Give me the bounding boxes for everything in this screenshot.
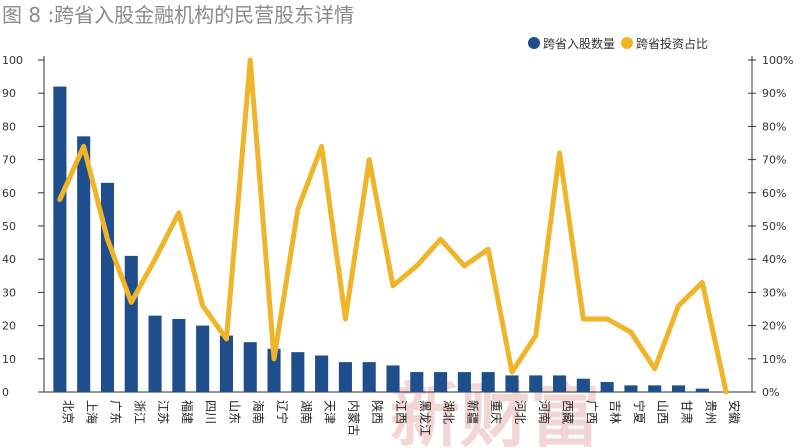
left-tick-label: 30 [2, 286, 16, 299]
category-label: 重庆 [489, 400, 503, 424]
bar-江西 [386, 365, 400, 392]
category-label: 黑龙江 [418, 400, 432, 436]
bar-贵州 [695, 388, 709, 392]
bar-西藏 [553, 375, 567, 392]
chart-title: 图 8 :跨省入股金融机构的民营股东详情 [2, 3, 355, 27]
bar-广西 [576, 378, 590, 392]
bar-内蒙古 [338, 362, 352, 392]
bar-黑龙江 [410, 372, 424, 392]
right-tick-label: 50% [762, 220, 786, 233]
bar-海南 [243, 342, 257, 392]
bar-河南 [529, 375, 543, 392]
bar-北京 [53, 86, 67, 392]
category-label: 山西 [656, 400, 670, 424]
category-label: 北京 [61, 400, 75, 424]
right-tick-label: 80% [762, 120, 786, 133]
bar-山西 [648, 385, 662, 392]
bar-四川 [196, 325, 210, 392]
left-tick-label: 100 [2, 54, 23, 67]
bar-宁夏 [624, 385, 638, 392]
right-tick-label: 60% [762, 187, 786, 200]
category-label: 四川 [204, 400, 218, 424]
right-tick-label: 70% [762, 154, 786, 167]
left-tick-label: 60 [2, 187, 16, 200]
legend-swatch-share [621, 37, 634, 49]
category-label: 天津 [323, 400, 337, 424]
bar-陕西 [362, 362, 376, 392]
category-label: 山东 [227, 400, 241, 424]
category-label: 内蒙古 [346, 400, 361, 436]
right-tick-label: 30% [762, 286, 786, 299]
category-label: 河北 [513, 400, 527, 424]
bar-河北 [505, 375, 519, 392]
category-label: 贵州 [703, 400, 717, 424]
bar-浙江 [124, 255, 138, 392]
category-label: 湖南 [299, 400, 314, 424]
bar-江苏 [148, 315, 162, 392]
category-label: 安徽 [727, 400, 742, 424]
right-tick-label: 0% [762, 386, 779, 399]
category-label: 甘肃 [680, 400, 694, 424]
bar-天津 [315, 355, 329, 392]
left-tick-label: 70 [2, 154, 16, 167]
right-axis: 0% 10% 20% 30% 40% 50% 60% 70% 80% 90% 100% [748, 54, 793, 399]
legend-item-count: 跨省入股数量 [528, 35, 615, 52]
category-label: 海南 [251, 400, 266, 424]
bar-福建 [172, 318, 186, 392]
category-labels: 北京 上海 广东 浙江 江苏 福建 四川 山东 海南 辽宁 湖南 天津 内蒙古 陕西 江西 黑龙江 湖北 新疆 重庆… [61, 400, 742, 436]
left-axis: 0 10 20 30 40 50 60 70 80 90 100 [2, 54, 45, 399]
category-label: 宁夏 [632, 400, 647, 424]
left-tick-label: 40 [2, 253, 16, 266]
bar-山东 [219, 335, 233, 392]
left-tick-label: 50 [2, 220, 16, 233]
category-label: 吉林 [608, 400, 622, 424]
bar-series [53, 86, 709, 392]
category-label: 陕西 [370, 400, 385, 424]
category-label: 新疆 [465, 400, 480, 424]
category-label: 浙江 [132, 400, 146, 424]
bar-吉林 [600, 382, 614, 392]
category-label: 上海 [85, 400, 100, 424]
bar-甘肃 [671, 385, 686, 392]
category-label: 辽宁 [275, 400, 290, 424]
left-tick-label: 20 [2, 320, 16, 333]
right-tick-label: 20% [762, 320, 786, 333]
legend-label-count: 跨省入股数量 [543, 36, 616, 51]
right-tick-label: 10% [762, 353, 786, 366]
legend: 跨省入股数量 跨省投资占比 [528, 34, 714, 52]
category-label: 福建 [180, 400, 195, 424]
right-tick-label: 100% [762, 54, 793, 67]
left-tick-label: 80 [2, 120, 16, 133]
left-tick-label: 0 [2, 386, 9, 399]
line-series [57, 57, 729, 395]
bar-新疆 [457, 372, 471, 392]
bar-湖南 [291, 352, 305, 392]
legend-label-share: 跨省投资占比 [636, 36, 709, 51]
bar-湖北 [434, 372, 448, 392]
bar-重庆 [481, 372, 495, 392]
category-label: 湖北 [442, 400, 457, 424]
legend-item-share: 跨省投资占比 [621, 35, 708, 52]
category-label: 河南 [537, 400, 552, 424]
bar-辽宁 [267, 348, 281, 392]
category-label: 广西 [584, 400, 598, 424]
legend-swatch-count [528, 37, 540, 49]
right-tick-label: 40% [762, 253, 786, 266]
bar-上海 [77, 136, 91, 392]
category-label: 西藏 [561, 400, 575, 424]
left-tick-label: 10 [2, 353, 16, 366]
left-tick-label: 90 [2, 87, 16, 100]
category-label: 江苏 [156, 400, 170, 424]
right-tick-label: 90% [762, 87, 786, 100]
category-label: 江西 [394, 400, 408, 424]
category-label: 广东 [108, 400, 122, 424]
